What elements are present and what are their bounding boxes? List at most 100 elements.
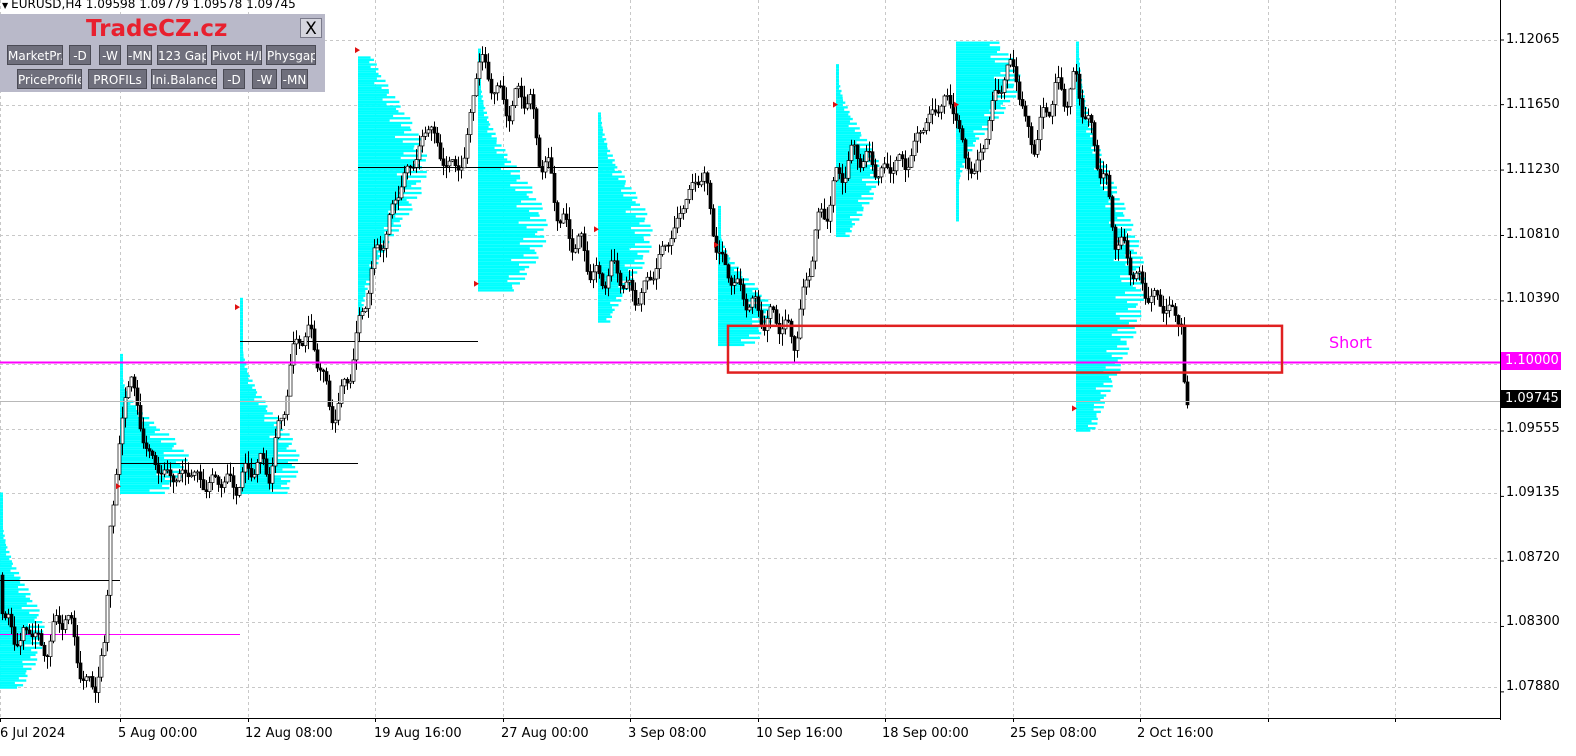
volume-profile-bar <box>120 437 176 441</box>
volume-profile-bar <box>240 318 243 322</box>
candle-body <box>684 199 689 210</box>
volume-profile-bar <box>836 194 862 198</box>
volume-profile-bar <box>956 132 985 136</box>
volume-profile-bar <box>1076 335 1134 339</box>
volume-profile-bar <box>1076 156 1099 159</box>
volume-profile-bar <box>358 271 374 274</box>
volume-profile-bar <box>478 132 496 136</box>
volume-profile-bar <box>358 126 411 129</box>
candle-body <box>240 471 245 488</box>
pivot-hl-button[interactable]: Pivot H/L <box>211 45 262 65</box>
volume-profile-bar <box>1076 67 1080 70</box>
ib-day-button[interactable]: -D <box>223 69 245 89</box>
volume-profile-bar <box>120 398 128 401</box>
candle-body <box>519 85 524 98</box>
candle-body <box>1125 240 1130 259</box>
candle-body <box>789 320 794 337</box>
volume-profile-bar <box>1076 312 1116 315</box>
candle-body <box>1005 64 1010 81</box>
initial-balance-button[interactable]: Ini.Balance <box>151 69 217 89</box>
ib-month-button[interactable]: -MN <box>281 69 308 89</box>
candle-body <box>822 208 827 220</box>
candle-body <box>972 170 977 174</box>
volume-profile-bar <box>1076 188 1105 192</box>
volume-profile-bar <box>478 191 533 194</box>
volume-profile-bar <box>478 256 539 259</box>
volume-profile-bar <box>0 536 4 540</box>
volume-profile-bar <box>0 670 27 673</box>
candle-body <box>429 126 434 131</box>
candle-body <box>993 90 998 101</box>
volume-profile-bar <box>1076 158 1101 161</box>
volume-profile-bar <box>240 349 243 352</box>
volume-profile-bar <box>836 187 872 191</box>
gap-123-button[interactable]: 123 Gap <box>157 45 207 65</box>
volume-profile-bar <box>240 391 258 394</box>
volume-profile-bar <box>358 210 389 213</box>
volume-profile-bar <box>1076 64 1080 68</box>
volume-profile-bar <box>0 686 18 689</box>
month-button[interactable]: -MN <box>127 45 152 65</box>
volume-profile-bar <box>836 204 862 207</box>
volume-profile-bar <box>358 98 383 101</box>
volume-profile-bar <box>478 270 520 273</box>
volume-profile-bar <box>836 136 860 139</box>
volume-profile-bar <box>956 64 1007 68</box>
candle-body <box>165 469 170 472</box>
volume-profile-bar <box>718 306 758 309</box>
candle-body <box>1029 126 1034 146</box>
volume-profile-bar <box>718 320 772 323</box>
week-button[interactable]: -W <box>99 45 121 65</box>
candle-body <box>915 132 920 142</box>
volume-profile-bar <box>0 684 24 687</box>
candle-body <box>234 487 239 496</box>
candle-body <box>366 292 371 309</box>
ib-week-button[interactable]: -W <box>252 69 277 89</box>
market-profile-button[interactable]: MarketPr. <box>7 45 63 65</box>
candle-body <box>606 275 611 289</box>
volume-profile-bar <box>598 117 602 120</box>
candle-body <box>744 298 749 311</box>
candle-body <box>672 227 677 240</box>
volume-profile-bar <box>1076 233 1126 236</box>
candle-body <box>804 279 809 288</box>
candle-body <box>489 78 494 94</box>
physgap-button[interactable]: Physgap <box>266 45 316 65</box>
candle-body <box>114 474 119 506</box>
volume-profile-bar <box>240 356 244 359</box>
candle-body <box>417 145 422 160</box>
collapse-triangle-icon[interactable]: ▼ <box>2 1 9 10</box>
volume-profile-bar <box>120 468 169 471</box>
profils-button[interactable]: PROFILs <box>88 69 147 89</box>
volume-profile-bar <box>240 300 243 303</box>
candle-body <box>270 465 275 484</box>
volume-profile-bar <box>1076 392 1101 395</box>
volume-profile-bar <box>0 543 7 547</box>
volume-profile-bar <box>836 183 867 186</box>
volume-profile-bar <box>598 292 623 295</box>
candle-body <box>1113 226 1118 250</box>
candle-body <box>873 164 878 178</box>
candle-body <box>939 105 944 113</box>
volume-profile-bar <box>836 113 849 116</box>
candle-body <box>471 95 476 113</box>
volume-profile-bar <box>478 163 505 166</box>
volume-profile-bar <box>836 141 857 144</box>
candle-body <box>954 113 959 121</box>
volume-profile-bar <box>240 311 243 315</box>
volume-profile-bar <box>598 215 636 218</box>
candle-body <box>69 615 74 619</box>
volume-profile-bar <box>836 80 840 83</box>
volume-profile-bar <box>1076 249 1134 252</box>
volume-profile-bar <box>358 247 376 251</box>
candle-body <box>297 338 302 344</box>
volume-profile-bar <box>956 78 1020 82</box>
price-profile-button[interactable]: PriceProfile <box>17 69 82 89</box>
candle-body <box>1131 274 1136 280</box>
volume-profile-bar <box>478 151 497 154</box>
day-button[interactable]: -D <box>69 45 91 65</box>
close-panel-button[interactable]: X <box>300 18 322 39</box>
volume-profile-bar <box>0 646 43 650</box>
